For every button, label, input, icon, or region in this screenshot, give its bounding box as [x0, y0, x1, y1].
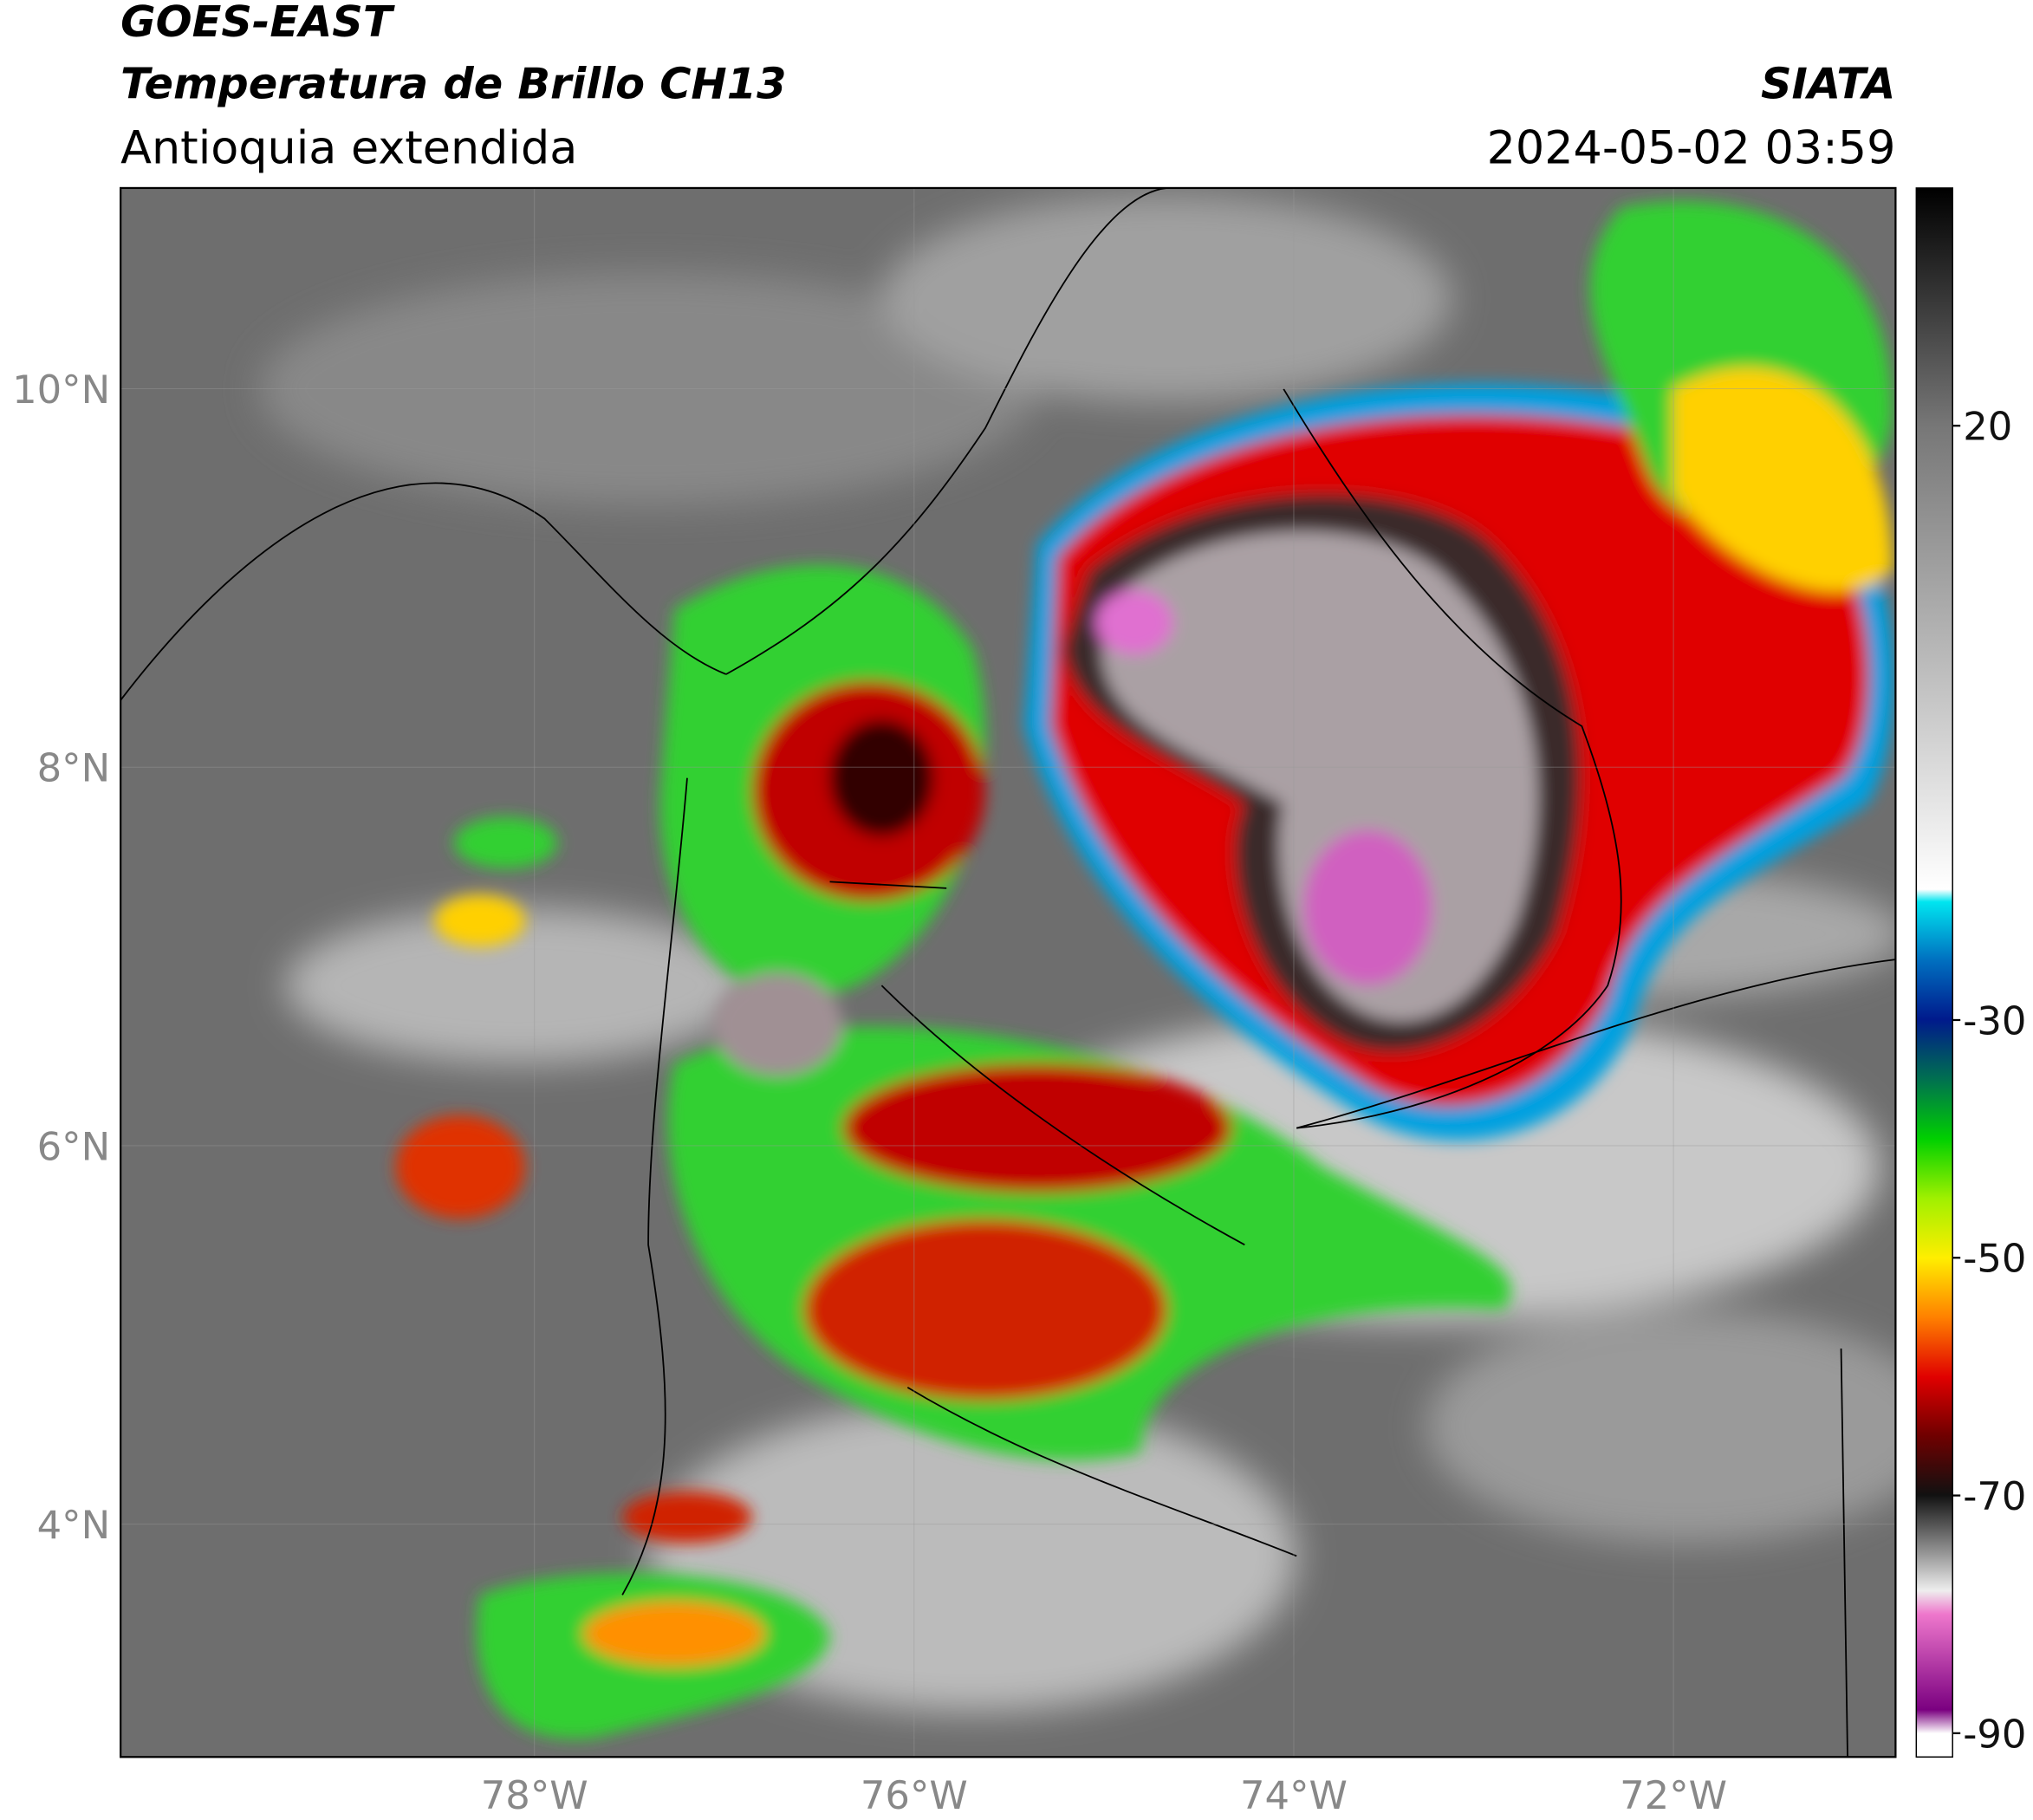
- convective-cells: [395, 201, 1895, 1739]
- lat-tick-label: 4°N: [37, 1502, 111, 1548]
- subtitle: Temperatura de Brillo CH13: [120, 59, 786, 109]
- satellite-image: [120, 187, 1896, 1758]
- region: Antioquia extendida: [120, 122, 577, 175]
- map-frame: [120, 186, 1897, 1758]
- lat-tick-label: 10°N: [12, 367, 110, 413]
- lon-tick-label: 74°W: [1240, 1772, 1348, 1818]
- colorbar-tick-label: 20: [1963, 404, 2012, 450]
- lat-tick-label: 6°N: [37, 1123, 111, 1169]
- colorbar-tick-label: -90: [1963, 1711, 2026, 1757]
- colorbar: [1915, 187, 1953, 1758]
- lon-tick-label: 78°W: [481, 1772, 588, 1818]
- colorbar-tick-label: -70: [1963, 1473, 2026, 1519]
- datetime: 2024-05-02 03:59: [1487, 122, 1896, 175]
- title: GOES-EAST: [120, 0, 395, 47]
- lon-tick-label: 72°W: [1620, 1772, 1727, 1818]
- colorbar-tick-label: -50: [1963, 1236, 2026, 1282]
- colorbar-tick-label: -30: [1963, 998, 2026, 1043]
- borders: [120, 187, 1896, 1758]
- lon-tick-label: 76°W: [861, 1772, 968, 1818]
- source: SIATA: [1761, 59, 1895, 109]
- graticule: [120, 187, 1896, 1758]
- lat-tick-label: 8°N: [37, 745, 111, 791]
